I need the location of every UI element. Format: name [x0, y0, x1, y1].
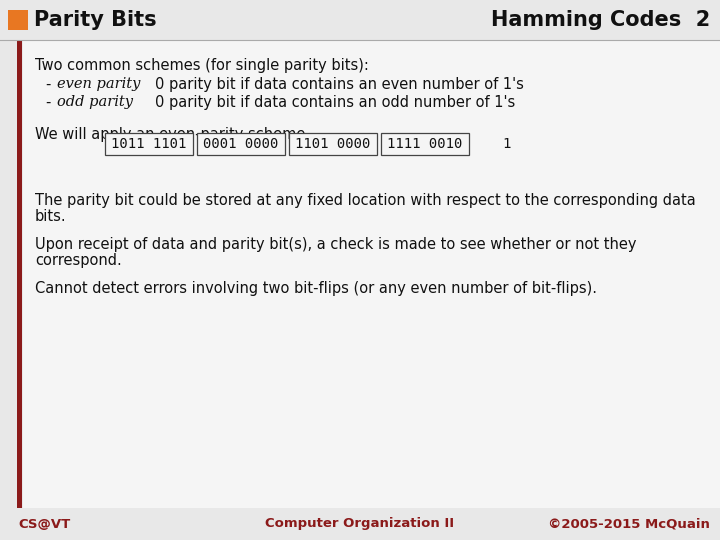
- FancyBboxPatch shape: [8, 10, 28, 30]
- FancyBboxPatch shape: [17, 40, 22, 508]
- Text: Two common schemes (for single parity bits):: Two common schemes (for single parity bi…: [35, 58, 369, 73]
- Text: 1111 0010: 1111 0010: [387, 137, 463, 151]
- Text: 0001 0000: 0001 0000: [203, 137, 279, 151]
- FancyBboxPatch shape: [0, 0, 720, 40]
- Text: 1: 1: [503, 137, 511, 151]
- Text: 0 parity bit if data contains an even number of 1's: 0 parity bit if data contains an even nu…: [155, 77, 524, 92]
- FancyBboxPatch shape: [197, 133, 285, 155]
- Text: bits.: bits.: [35, 209, 67, 224]
- Text: -: -: [45, 95, 50, 110]
- Text: Cannot detect errors involving two bit-flips (or any even number of bit-flips).: Cannot detect errors involving two bit-f…: [35, 281, 597, 296]
- Text: even parity: even parity: [57, 77, 140, 91]
- Text: ©2005-2015 McQuain: ©2005-2015 McQuain: [548, 517, 710, 530]
- Text: correspond.: correspond.: [35, 253, 122, 268]
- Text: -: -: [45, 77, 50, 92]
- Text: 0 parity bit if data contains an odd number of 1's: 0 parity bit if data contains an odd num…: [155, 95, 516, 110]
- FancyBboxPatch shape: [23, 40, 720, 508]
- Text: 1011 1101: 1011 1101: [112, 137, 186, 151]
- Text: CS@VT: CS@VT: [18, 517, 71, 530]
- Text: Computer Organization II: Computer Organization II: [266, 517, 454, 530]
- FancyBboxPatch shape: [381, 133, 469, 155]
- Text: Upon receipt of data and parity bit(s), a check is made to see whether or not th: Upon receipt of data and parity bit(s), …: [35, 237, 636, 252]
- Text: 1101 0000: 1101 0000: [295, 137, 371, 151]
- Text: We will apply an even-parity scheme.: We will apply an even-parity scheme.: [35, 127, 310, 142]
- Text: odd parity: odd parity: [57, 95, 133, 109]
- FancyBboxPatch shape: [105, 133, 193, 155]
- Text: The parity bit could be stored at any fixed location with respect to the corresp: The parity bit could be stored at any fi…: [35, 193, 696, 208]
- FancyBboxPatch shape: [0, 508, 720, 540]
- Text: Parity Bits: Parity Bits: [34, 10, 157, 30]
- FancyBboxPatch shape: [289, 133, 377, 155]
- Text: Hamming Codes  2: Hamming Codes 2: [491, 10, 710, 30]
